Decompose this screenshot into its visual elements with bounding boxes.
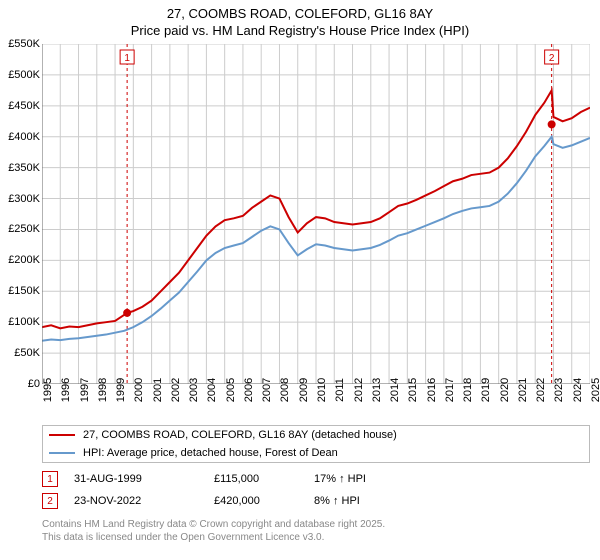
x-tick-label: 2025 (590, 378, 600, 402)
x-tick-label: 2009 (298, 378, 310, 402)
x-tick-label: 2016 (426, 378, 438, 402)
transaction-price: £115,000 (214, 473, 314, 485)
transaction-change: 17% ↑ HPI (314, 473, 434, 485)
x-tick-label: 2002 (170, 378, 182, 402)
x-tick-label: 2018 (462, 378, 474, 402)
x-tick-label: 2012 (353, 378, 365, 402)
x-tick-label: 2001 (152, 378, 164, 402)
legend-label: 27, COOMBS ROAD, COLEFORD, GL16 8AY (det… (83, 429, 397, 441)
transaction-row: 1 31-AUG-1999 £115,000 17% ↑ HPI (42, 468, 590, 490)
y-tick-label: £450K (2, 100, 40, 112)
x-tick-label: 2007 (261, 378, 273, 402)
svg-text:2: 2 (549, 53, 555, 64)
x-tick-label: 2011 (334, 378, 346, 402)
y-tick-label: £300K (2, 193, 40, 205)
legend-box: 27, COOMBS ROAD, COLEFORD, GL16 8AY (det… (42, 425, 590, 463)
y-tick-label: £550K (2, 38, 40, 50)
x-tick-label: 2022 (535, 378, 547, 402)
x-tick-label: 2023 (553, 378, 565, 402)
x-tick-label: 2014 (389, 378, 401, 402)
legend-row: HPI: Average price, detached house, Fore… (43, 444, 589, 462)
line-chart-svg: 12 (42, 44, 590, 384)
x-tick-label: 2017 (444, 378, 456, 402)
chart-container: 27, COOMBS ROAD, COLEFORD, GL16 8AY Pric… (0, 0, 600, 560)
x-tick-label: 2000 (133, 378, 145, 402)
legend-swatch (49, 452, 75, 454)
x-tick-label: 2010 (316, 378, 328, 402)
x-tick-label: 2006 (243, 378, 255, 402)
x-tick-label: 2019 (480, 378, 492, 402)
title-line2: Price paid vs. HM Land Registry's House … (0, 23, 600, 40)
footer-line1: Contains HM Land Registry data © Crown c… (42, 518, 590, 531)
y-tick-label: £100K (2, 316, 40, 328)
x-tick-label: 2008 (279, 378, 291, 402)
x-tick-label: 2015 (407, 378, 419, 402)
x-tick-label: 1997 (79, 378, 91, 402)
transaction-change: 8% ↑ HPI (314, 495, 434, 507)
x-tick-label: 2005 (225, 378, 237, 402)
transaction-badge: 1 (42, 471, 58, 487)
transactions-block: 1 31-AUG-1999 £115,000 17% ↑ HPI 2 23-NO… (42, 468, 590, 512)
chart-area: 12 (42, 44, 590, 384)
transaction-badge: 2 (42, 493, 58, 509)
y-tick-label: £400K (2, 131, 40, 143)
transaction-date: 23-NOV-2022 (74, 495, 214, 507)
y-tick-label: £250K (2, 223, 40, 235)
x-tick-label: 1996 (60, 378, 72, 402)
x-tick-label: 2003 (188, 378, 200, 402)
y-tick-label: £500K (2, 69, 40, 81)
y-tick-label: £50K (2, 347, 40, 359)
y-tick-label: £350K (2, 162, 40, 174)
svg-text:1: 1 (124, 53, 130, 64)
x-tick-label: 1998 (97, 378, 109, 402)
title-block: 27, COOMBS ROAD, COLEFORD, GL16 8AY Pric… (0, 0, 600, 40)
y-tick-label: £150K (2, 285, 40, 297)
transaction-date: 31-AUG-1999 (74, 473, 214, 485)
x-tick-label: 2021 (517, 378, 529, 402)
x-tick-label: 2020 (499, 378, 511, 402)
footer: Contains HM Land Registry data © Crown c… (42, 518, 590, 544)
footer-line2: This data is licensed under the Open Gov… (42, 531, 590, 544)
x-tick-label: 1995 (42, 378, 54, 402)
x-tick-label: 2024 (572, 378, 584, 402)
x-tick-label: 2004 (206, 378, 218, 402)
x-tick-label: 2013 (371, 378, 383, 402)
legend-swatch (49, 434, 75, 436)
transaction-price: £420,000 (214, 495, 314, 507)
x-tick-label: 1999 (115, 378, 127, 402)
transaction-row: 2 23-NOV-2022 £420,000 8% ↑ HPI (42, 490, 590, 512)
legend-row: 27, COOMBS ROAD, COLEFORD, GL16 8AY (det… (43, 426, 589, 444)
y-tick-label: £200K (2, 254, 40, 266)
y-tick-label: £0 (2, 378, 40, 390)
title-line1: 27, COOMBS ROAD, COLEFORD, GL16 8AY (0, 6, 600, 23)
legend-label: HPI: Average price, detached house, Fore… (83, 447, 338, 459)
